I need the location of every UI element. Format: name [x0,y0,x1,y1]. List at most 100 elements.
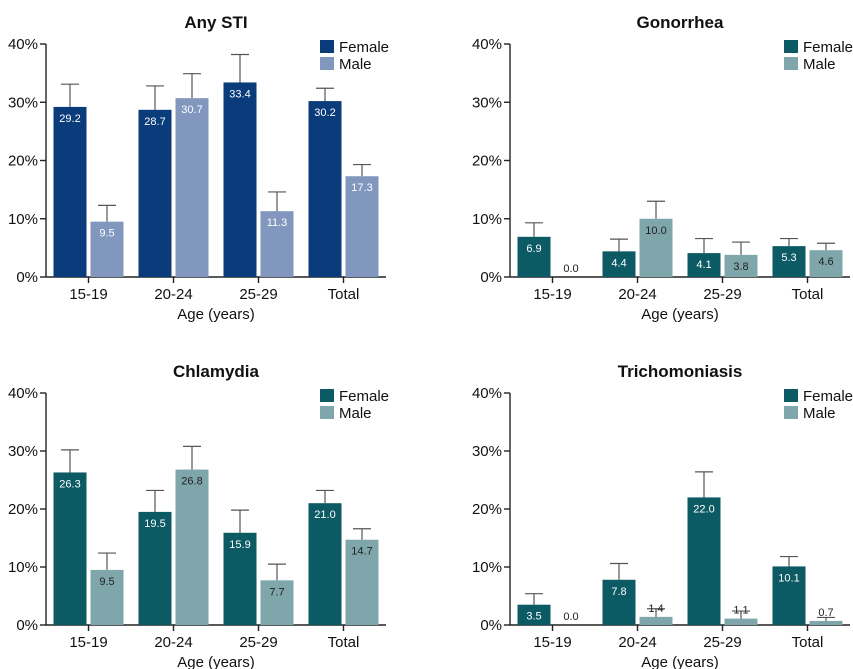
y-tick-label: 30% [472,443,502,460]
y-tick-label: 20% [8,501,38,518]
y-tick-label: 20% [472,153,502,170]
data-label: 3.5 [526,611,541,623]
x-tick-label: 25-29 [239,286,277,303]
data-label: 7.7 [269,586,284,598]
x-tick-label: 25-29 [703,286,741,303]
x-axis-label: Age (years) [177,654,255,669]
bar-male [175,469,209,625]
bar-female [602,251,636,277]
y-tick-label: 10% [8,559,38,576]
bar-female [772,566,806,625]
y-tick-label: 20% [8,153,38,170]
data-label: 9.5 [99,576,114,588]
data-label: 7.8 [611,586,626,598]
data-label: 21.0 [314,509,335,521]
legend-swatch [320,57,334,70]
data-label: 6.9 [526,243,541,255]
x-tick-label: Total [328,634,360,651]
chart-panel: Trichomoniasis 0% 10% 20% 30% 40% 15-19 3.5 0.0 2… [472,362,853,669]
legend-swatch [784,389,798,402]
y-tick-label: 0% [480,617,502,634]
data-label: 4.4 [611,257,626,269]
y-tick-label: 10% [8,211,38,228]
data-label: 1.1 [733,605,748,617]
data-label: 17.3 [351,182,372,194]
bar-female [517,236,551,277]
legend-swatch [320,389,334,402]
y-tick-label: 10% [472,211,502,228]
bar-female [53,472,87,625]
data-label: 29.2 [59,113,80,125]
bar-male [260,580,294,625]
chart-panel: Gonorrhea 0% 10% 20% 30% 40% 15-19 6.9 0.0 20-24 4… [472,13,853,323]
bar-female [687,253,721,277]
y-tick-label: 30% [472,94,502,111]
data-label: 0.7 [818,607,833,619]
legend-label: Female [339,388,389,405]
bar-female [772,246,806,277]
x-tick-label: 20-24 [618,286,656,303]
y-tick-label: 40% [8,385,38,402]
bar-female [53,106,87,277]
data-label: 14.7 [351,546,372,558]
x-tick-label: 15-19 [533,286,571,303]
data-label: 9.5 [99,228,114,240]
data-label: 22.0 [693,503,714,515]
legend-swatch [784,57,798,70]
y-tick-label: 0% [480,269,502,286]
chart-title: Chlamydia [173,362,260,381]
x-tick-label: 25-29 [239,634,277,651]
x-tick-label: 20-24 [154,634,192,651]
data-label: 26.3 [59,478,80,490]
y-tick-label: 40% [472,385,502,402]
data-label: 33.4 [229,88,250,100]
bar-female [308,503,342,625]
legend-label: Male [339,405,372,422]
data-label: 19.5 [144,518,165,530]
bar-female [687,497,721,625]
y-tick-label: 20% [472,501,502,518]
bar-male [90,221,124,277]
bar-female [223,532,257,625]
x-tick-label: 15-19 [69,286,107,303]
bar-male [345,176,379,277]
bar-male [724,618,758,625]
bar-male [639,616,673,625]
bar-female [138,109,172,277]
data-label: 30.2 [314,107,335,119]
x-tick-label: Total [328,286,360,303]
bar-male [724,254,758,277]
legend-label: Male [803,405,836,422]
data-label: 4.1 [696,259,711,271]
x-tick-label: Total [792,286,824,303]
x-tick-label: 15-19 [69,634,107,651]
data-label: 15.9 [229,539,250,551]
legend-swatch [320,406,334,419]
x-axis-label: Age (years) [177,306,255,323]
y-tick-label: 10% [472,559,502,576]
data-label: 3.8 [733,261,748,273]
x-tick-label: Total [792,634,824,651]
bar-male [809,620,843,625]
data-label: 10.1 [778,572,799,584]
bar-female [517,604,551,625]
x-axis-label: Age (years) [641,654,719,669]
chart-title: Any STI [184,13,247,32]
data-label: 10.0 [645,225,666,237]
chart-title: Trichomoniasis [618,362,743,381]
data-label: 30.7 [181,104,202,116]
x-tick-label: 20-24 [618,634,656,651]
data-label: 5.3 [781,252,796,264]
y-tick-label: 0% [16,269,38,286]
chart-title: Gonorrhea [637,13,724,32]
bar-female [223,82,257,277]
legend-label: Female [803,388,853,405]
y-tick-label: 30% [8,94,38,111]
data-label: 28.7 [144,116,165,128]
legend-label: Female [339,39,389,56]
y-tick-label: 40% [8,36,38,53]
legend-label: Female [803,39,853,56]
y-tick-label: 0% [16,617,38,634]
data-label: 11.3 [267,217,288,229]
